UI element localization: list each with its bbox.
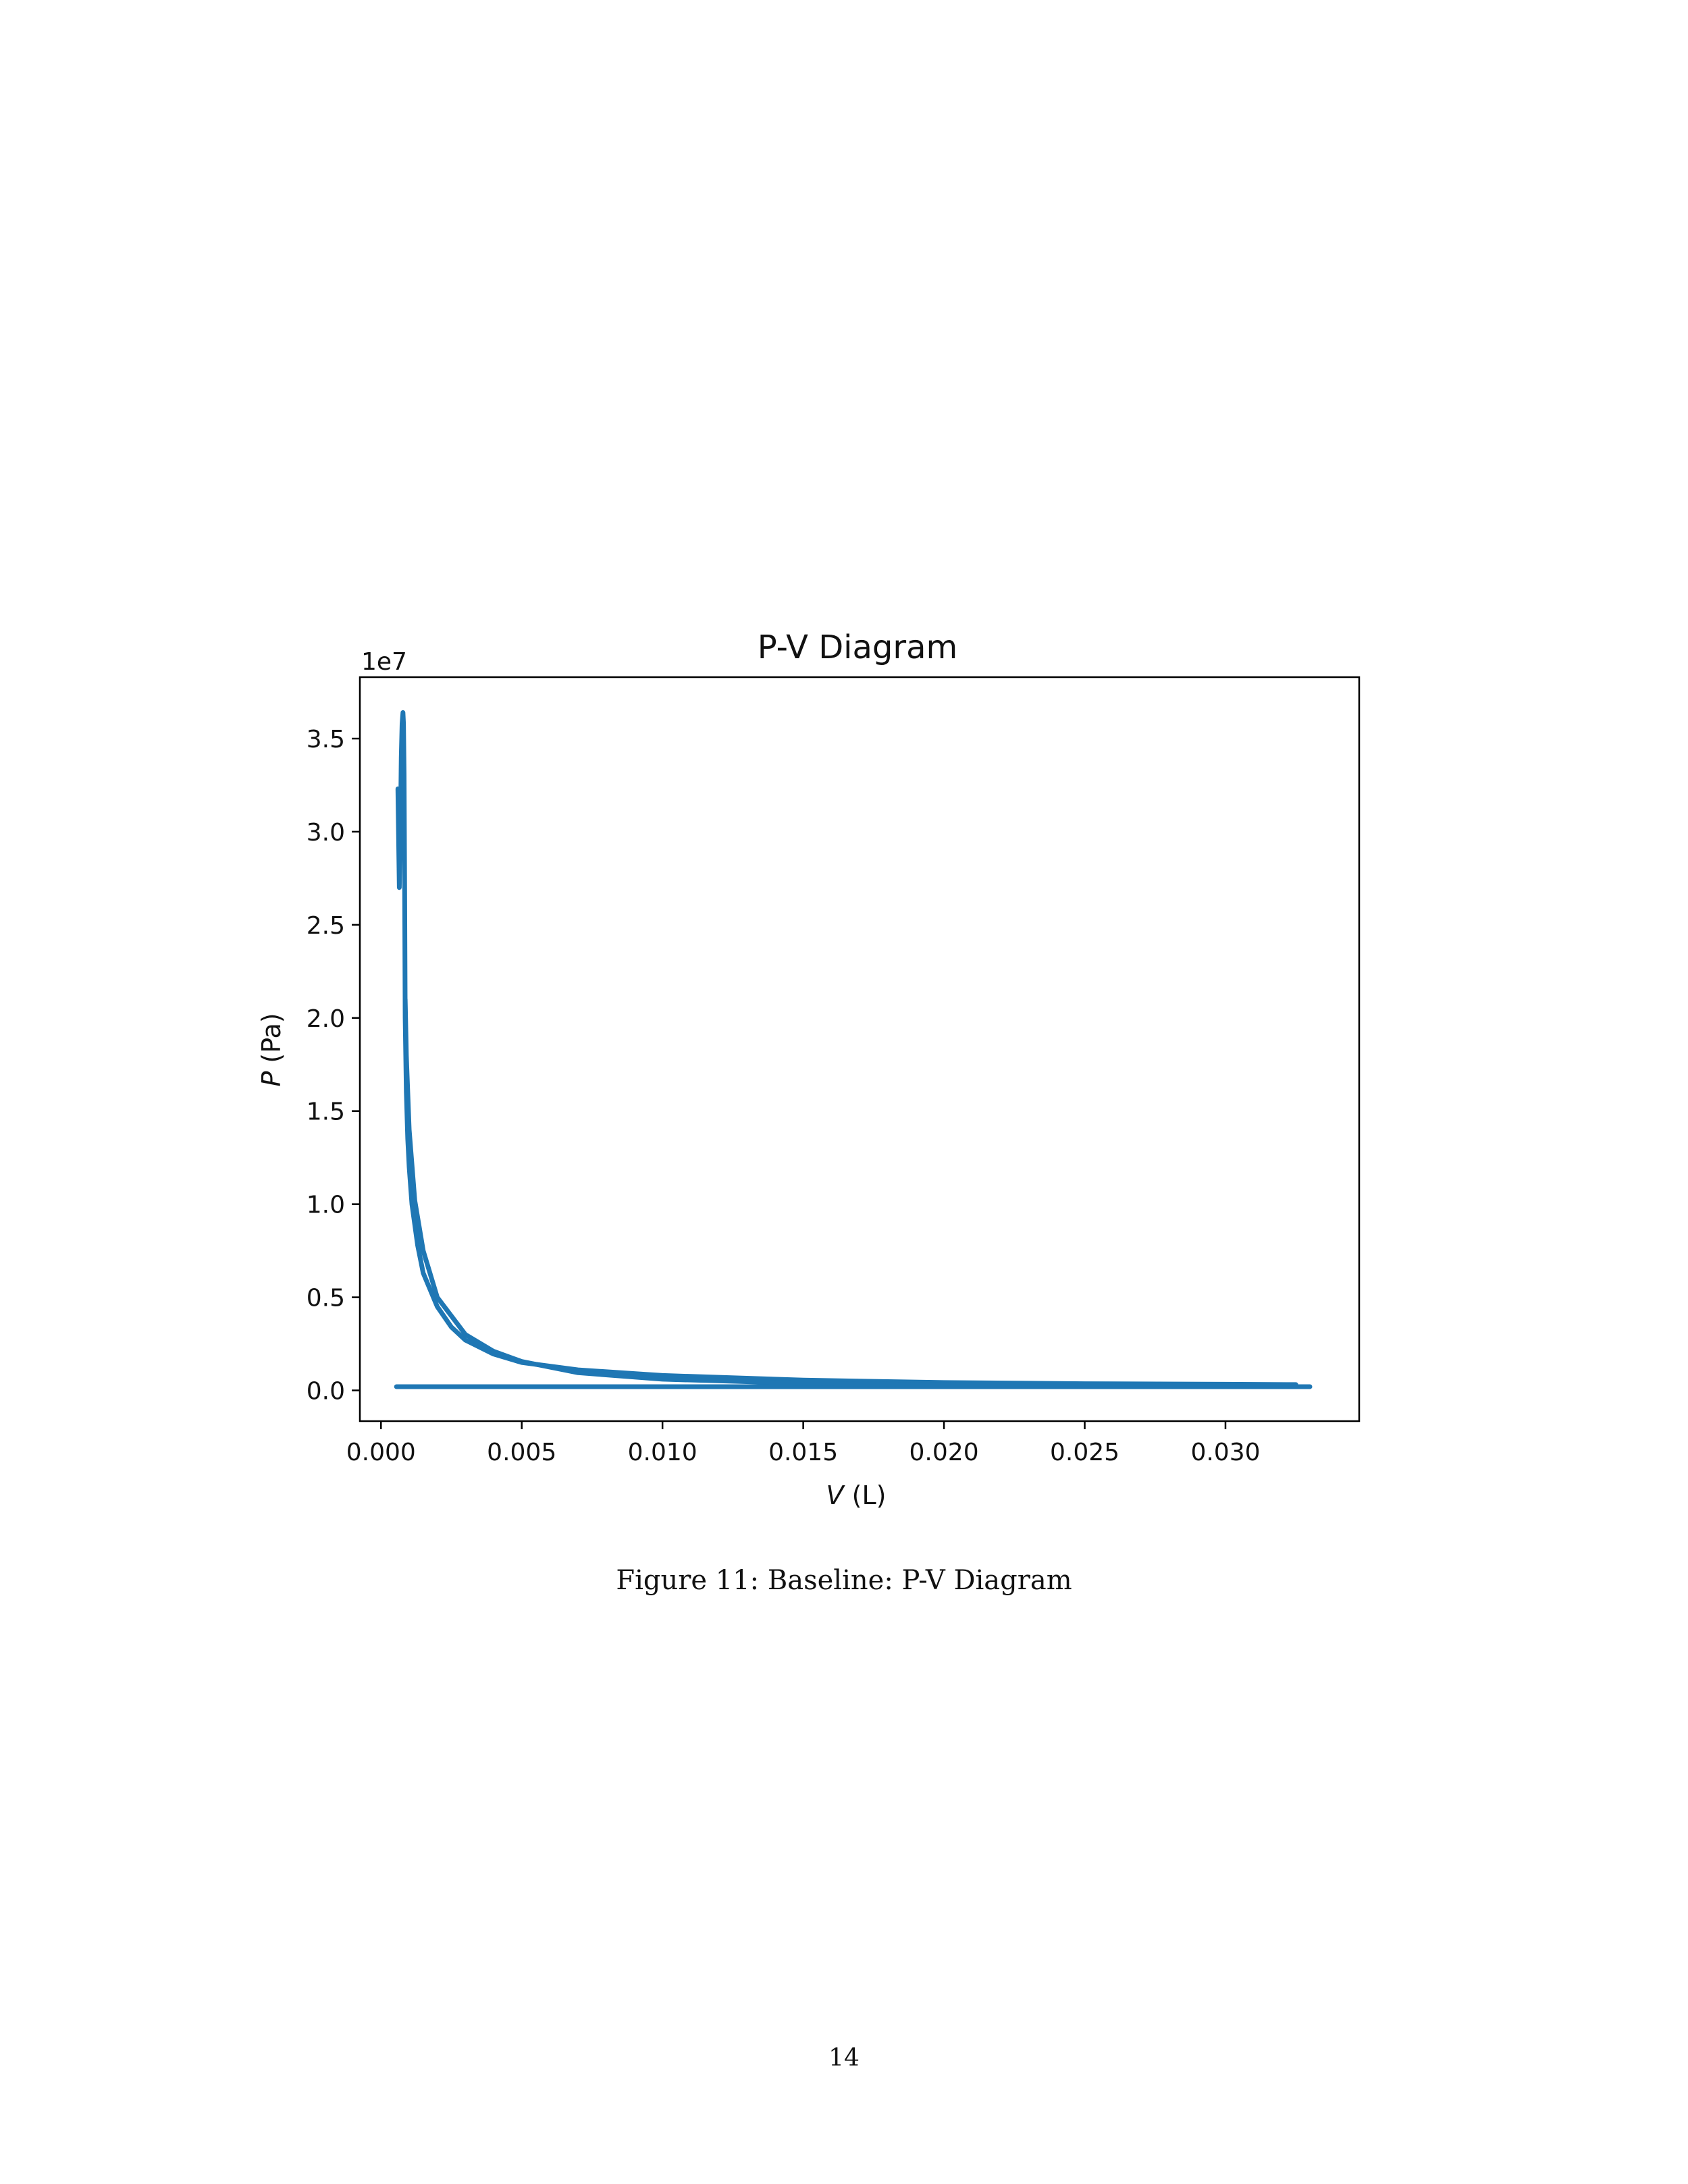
- y-axis-label: P (Pa): [257, 1013, 286, 1086]
- figure-caption: Figure 11: Baseline: P-V Diagram: [616, 1565, 1072, 1596]
- y-tick-label: 1.5: [307, 1098, 345, 1126]
- y-tick-label: 0.5: [307, 1285, 345, 1312]
- chart-title: P-V Diagram: [758, 629, 958, 666]
- series-line-0-2: [402, 996, 1298, 1389]
- x-tick-label: 0.025: [1050, 1439, 1119, 1466]
- y-offset-text: 1e7: [361, 648, 407, 676]
- x-axis-label: V (L): [826, 1481, 887, 1510]
- y-axis-variable: P: [257, 1071, 286, 1087]
- x-tick-label: 0.015: [768, 1439, 838, 1466]
- y-tick-label: 2.0: [307, 1005, 345, 1033]
- plot-background: [360, 677, 1359, 1421]
- x-tick-label: 0.030: [1190, 1439, 1260, 1466]
- y-axis-unit: (Pa): [257, 1013, 286, 1071]
- page-number: 14: [828, 2044, 860, 2072]
- x-axis-ticks: 0.000 0.005 0.010 0.015 0.020 0.025 0.030: [346, 1421, 1261, 1466]
- x-tick-label: 0.005: [487, 1439, 556, 1466]
- x-tick-label: 0.000: [346, 1439, 416, 1466]
- plot-frame: [359, 676, 1361, 1422]
- x-axis-unit: (L): [844, 1481, 887, 1510]
- x-axis-variable: V: [826, 1481, 846, 1510]
- y-tick-label: 3.5: [307, 726, 345, 753]
- x-tick-label: 0.020: [909, 1439, 979, 1466]
- y-tick-label: 0.0: [307, 1377, 345, 1405]
- y-tick-label: 2.5: [307, 912, 345, 940]
- series-line-0-1: [395, 710, 1298, 1387]
- y-axis-ticks: 0.0 0.5 1.0 1.5 2.0 2.5 3.0 3.5: [307, 726, 360, 1405]
- plot-area: [359, 676, 1361, 1422]
- x-tick-label: 0.010: [628, 1439, 697, 1466]
- y-tick-label: 1.0: [307, 1192, 345, 1219]
- y-tick-label: 3.0: [307, 819, 345, 847]
